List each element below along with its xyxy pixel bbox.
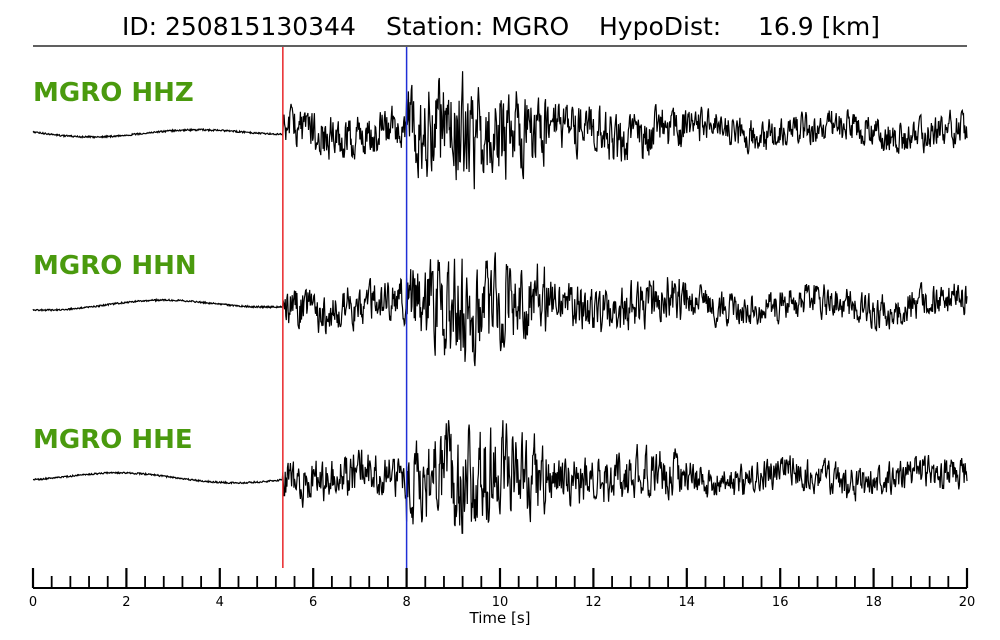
- traces-group: [32, 71, 968, 534]
- x-tick-label: 18: [865, 595, 882, 610]
- hypodist-value: 16.9 [km]: [758, 12, 880, 41]
- trace-hhe: [32, 420, 968, 534]
- trace-label-hhn: MGRO HHN: [33, 251, 197, 281]
- x-tick-label: 8: [402, 595, 410, 610]
- trace-hhn: [32, 252, 968, 367]
- x-tick-label: 10: [492, 595, 509, 610]
- x-tick-label: 20: [959, 595, 976, 610]
- x-tick-label: 0: [29, 595, 37, 610]
- trace-hhz: [32, 71, 968, 190]
- hypodist-label: HypoDist:: [599, 12, 721, 41]
- station-text: Station: MGRO: [386, 12, 569, 41]
- x-tick-label: 6: [309, 595, 317, 610]
- x-tick-label: 4: [216, 595, 224, 610]
- time-axis: 0 2 4 6 8 10 12 14 16 18 20: [29, 568, 975, 610]
- event-id-text: ID: 250815130344: [122, 12, 356, 41]
- x-axis-label: Time [s]: [469, 609, 531, 627]
- trace-label-hhz: MGRO HHZ: [33, 78, 194, 108]
- x-tick-label: 14: [679, 595, 696, 610]
- x-tick-label: 12: [585, 595, 602, 610]
- x-tick-label: 16: [772, 595, 789, 610]
- trace-label-hhe: MGRO HHE: [33, 425, 193, 455]
- x-tick-label: 2: [122, 595, 130, 610]
